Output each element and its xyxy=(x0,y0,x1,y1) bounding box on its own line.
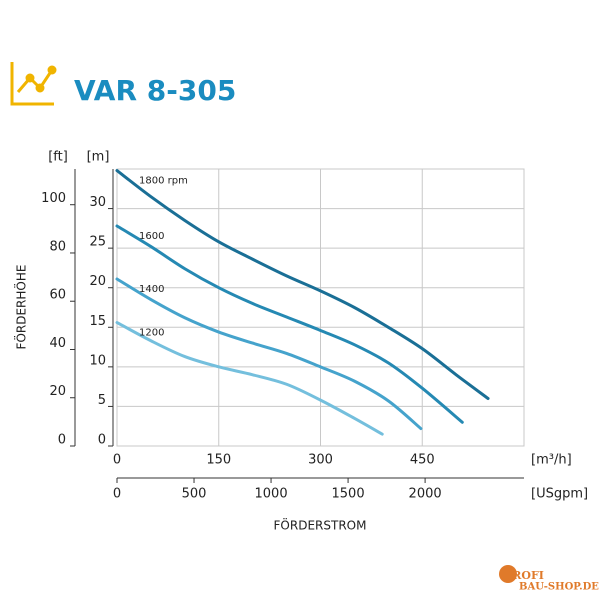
curve-label: 1200 xyxy=(139,328,164,339)
x-label: FÖRDERSTROM xyxy=(274,517,367,533)
x2-tick-label: 500 xyxy=(182,487,207,502)
watermark-brand: PROFI xyxy=(504,569,544,582)
curve-label: 1400 xyxy=(139,284,164,295)
x-tick-label: 300 xyxy=(308,453,333,468)
y2-tick-label: 100 xyxy=(41,191,66,206)
x2-tick-label: 1000 xyxy=(255,487,288,502)
chart-title: VAR 8-305 xyxy=(74,74,236,107)
curve xyxy=(115,321,384,436)
y-tick-label: 5 xyxy=(98,393,106,408)
x2-unit: [USgpm] xyxy=(531,487,588,502)
y-tick-label: 25 xyxy=(89,235,106,250)
y-unit: [m] xyxy=(87,150,110,165)
y-tick-label: 30 xyxy=(89,195,106,210)
y-tick-label: 20 xyxy=(89,274,106,289)
chart-icon xyxy=(10,62,57,106)
y-label: FÖRDERHÖHE xyxy=(13,265,29,350)
y2-tick-label: 0 xyxy=(58,433,66,448)
x2-tick-label: 0 xyxy=(113,487,121,502)
curve xyxy=(115,224,464,424)
x-unit: [m³/h] xyxy=(531,453,572,468)
y2-tick-label: 40 xyxy=(49,336,66,351)
x-tick-label: 150 xyxy=(206,453,231,468)
y2-tick-label: 20 xyxy=(49,384,66,399)
curve-label: 1800 rpm xyxy=(139,176,188,187)
y2-tick-label: 60 xyxy=(49,288,66,303)
y2-tick-label: 80 xyxy=(49,239,66,254)
y-tick-label: 10 xyxy=(89,353,106,368)
watermark-logo xyxy=(499,565,517,583)
curve xyxy=(115,277,423,431)
x-tick-label: 0 xyxy=(113,453,121,468)
watermark-site: BAU-SHOP.DE xyxy=(519,582,599,593)
y2-unit: [ft] xyxy=(48,150,68,165)
x2-tick-label: 1500 xyxy=(332,487,365,502)
y-tick-label: 15 xyxy=(89,314,106,329)
curve-label: 1600 xyxy=(139,231,164,242)
x-tick-label: 450 xyxy=(410,453,435,468)
x2-tick-label: 2000 xyxy=(409,487,442,502)
curve xyxy=(115,169,490,401)
y-tick-label: 0 xyxy=(98,433,106,448)
